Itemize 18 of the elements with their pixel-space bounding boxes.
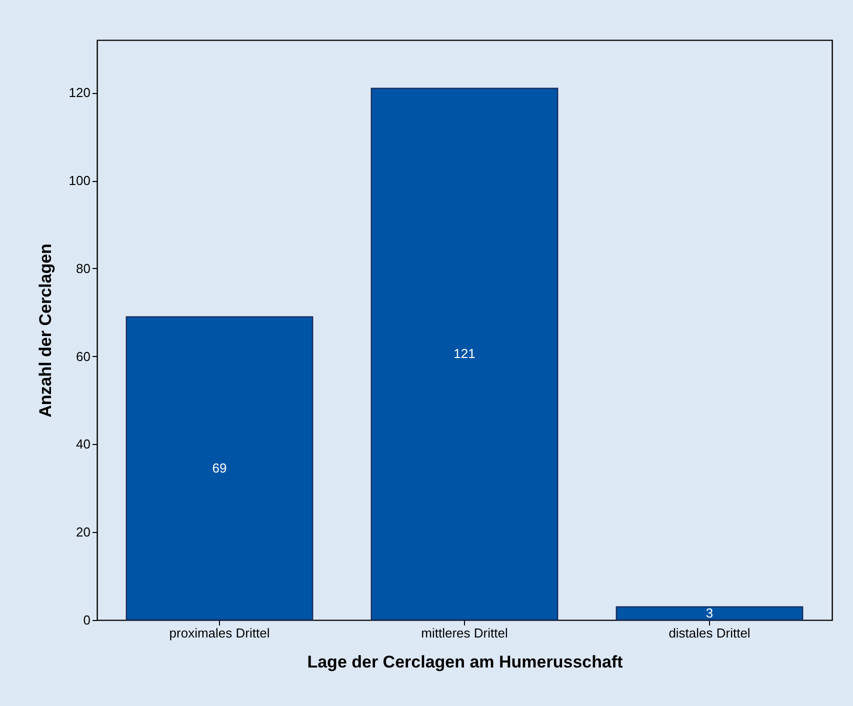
y-tick-label: 80 <box>76 260 90 276</box>
bar <box>370 88 558 621</box>
x-tick-label: proximales Drittel <box>169 626 270 640</box>
bar <box>616 606 804 621</box>
y-tick-label: 0 <box>83 612 90 628</box>
y-tick-label: 120 <box>68 85 90 100</box>
y-tick-label: 40 <box>76 436 90 452</box>
y-tick-label: 60 <box>76 348 90 364</box>
y-tick-label: 100 <box>68 173 90 188</box>
y-axis-title: Anzahl der Cerclagen <box>36 244 55 418</box>
data-label: 69 <box>212 460 227 476</box>
bar <box>126 316 314 621</box>
x-tick-label: mittleres Drittel <box>421 626 508 640</box>
data-label: 121 <box>454 346 476 362</box>
x-axis-title: Lage der Cerclagen am Humerusschaft <box>307 652 624 672</box>
x-tick-label: distales Drittel <box>668 626 750 640</box>
y-tick-label: 20 <box>76 524 90 540</box>
data-label: 3 <box>706 605 714 620</box>
